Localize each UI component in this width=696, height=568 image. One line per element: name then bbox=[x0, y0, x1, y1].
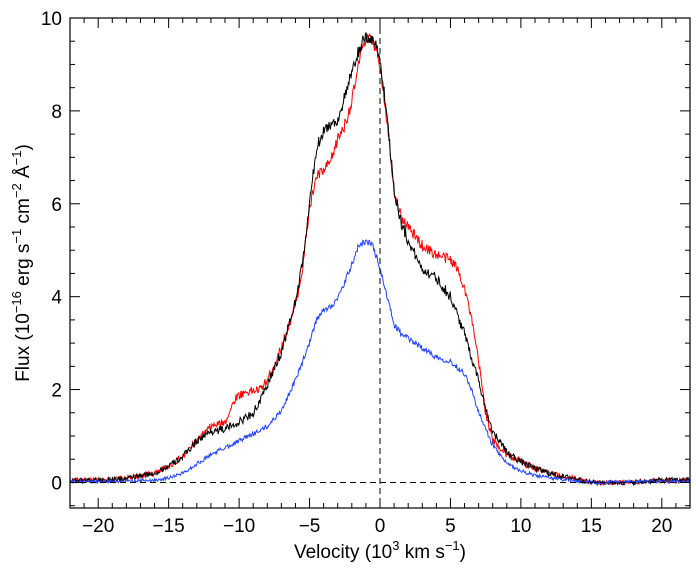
y-tick-label: 2 bbox=[51, 381, 62, 402]
x-tick-label: −5 bbox=[299, 516, 321, 537]
x-tick-label: −20 bbox=[82, 516, 114, 537]
x-tick-labels: −20 −15 −10 −5 0 5 10 15 20 bbox=[82, 516, 672, 537]
x-tick-label: 5 bbox=[445, 516, 456, 537]
y-tick-label: 4 bbox=[51, 288, 62, 309]
y-tick-label: 6 bbox=[51, 195, 62, 216]
y-tick-label: 10 bbox=[41, 9, 62, 30]
x-tick-label: 0 bbox=[375, 516, 386, 537]
x-tick-label: 20 bbox=[651, 516, 672, 537]
ticks-layer bbox=[70, 17, 690, 508]
x-tick-label: 10 bbox=[510, 516, 531, 537]
x-tick-label: −15 bbox=[153, 516, 185, 537]
x-axis-label: Velocity (103 km s−1) bbox=[294, 538, 466, 563]
y-tick-label: 0 bbox=[51, 473, 62, 494]
y-tick-label: 8 bbox=[51, 102, 62, 123]
y-axis-label: Flux (10−16 erg s−1 cm−2 Å−1) bbox=[9, 144, 34, 382]
y-tick-labels: 0 2 4 6 8 10 bbox=[41, 9, 63, 494]
x-tick-label: −10 bbox=[223, 516, 255, 537]
x-tick-label: 15 bbox=[581, 516, 602, 537]
